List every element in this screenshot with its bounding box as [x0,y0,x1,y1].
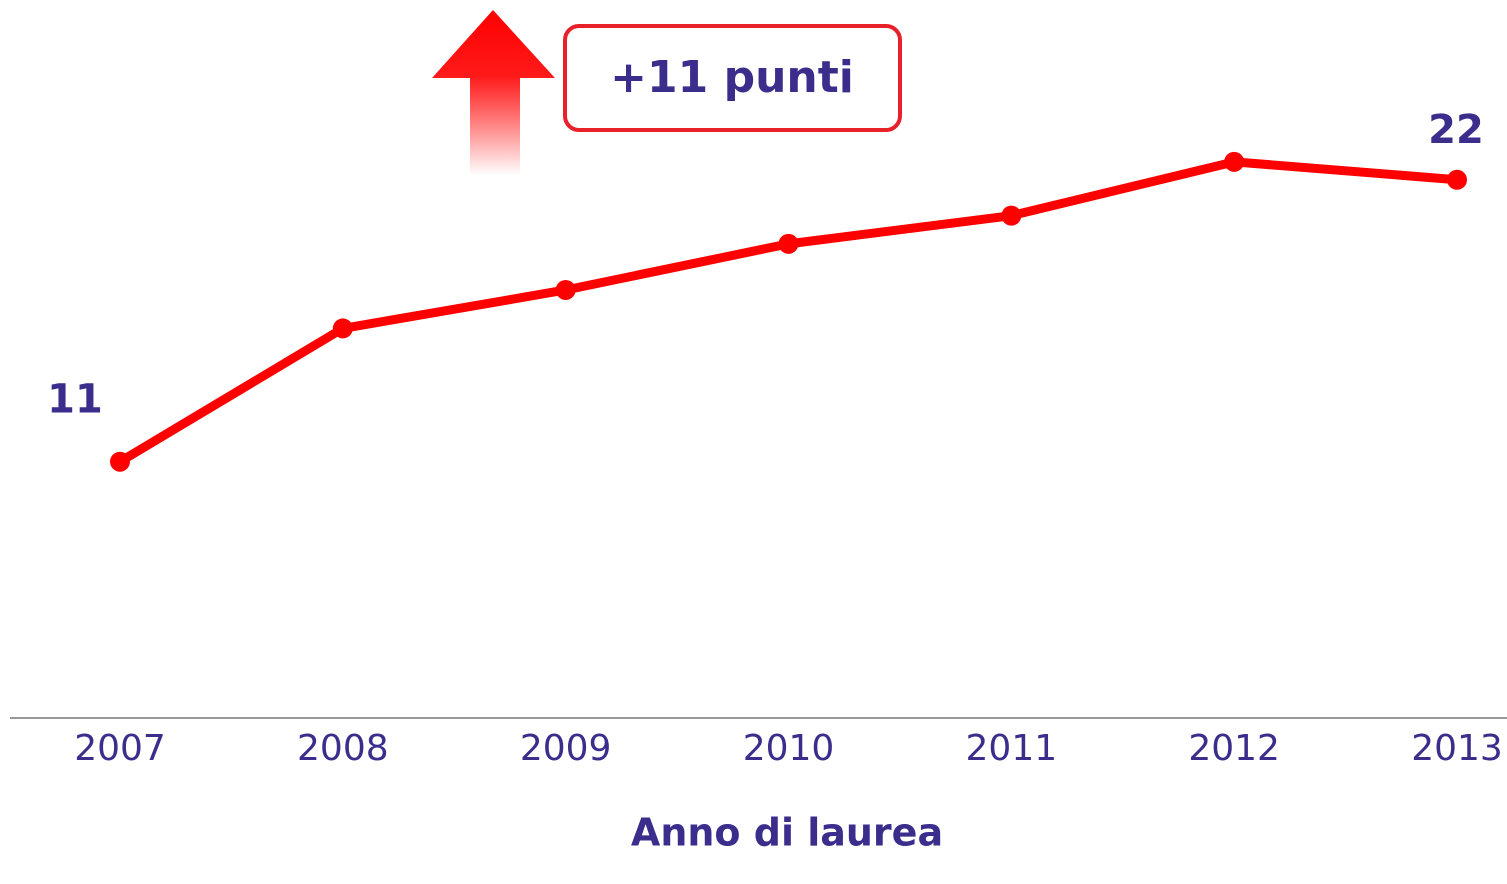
point [778,233,799,254]
point [1001,205,1022,226]
x-tick-label: 2013 [1411,728,1503,769]
x-tick-label: 2012 [1188,728,1280,769]
x-tick-label: 2008 [297,728,389,769]
point [1224,151,1245,172]
point [110,451,130,472]
point [555,279,576,300]
point [1447,169,1467,190]
plot: 2007 2008 2009 2010 2011 2012 2013 11 22 [47,107,1503,769]
x-tick-label: 2011 [966,728,1058,769]
x-tick-label: 2007 [74,728,166,769]
point [332,318,353,339]
line [117,157,1458,466]
arrow-icon [432,10,555,175]
data-label: 22 [1428,107,1484,153]
x-tick-label: 2009 [520,728,612,769]
x-axis-label: Anno di laurea [631,811,943,855]
data-label: 11 [47,377,103,423]
annotation: +11 punti [610,52,854,103]
annotation-box [563,24,902,132]
x-tick-label: 2010 [743,728,835,769]
